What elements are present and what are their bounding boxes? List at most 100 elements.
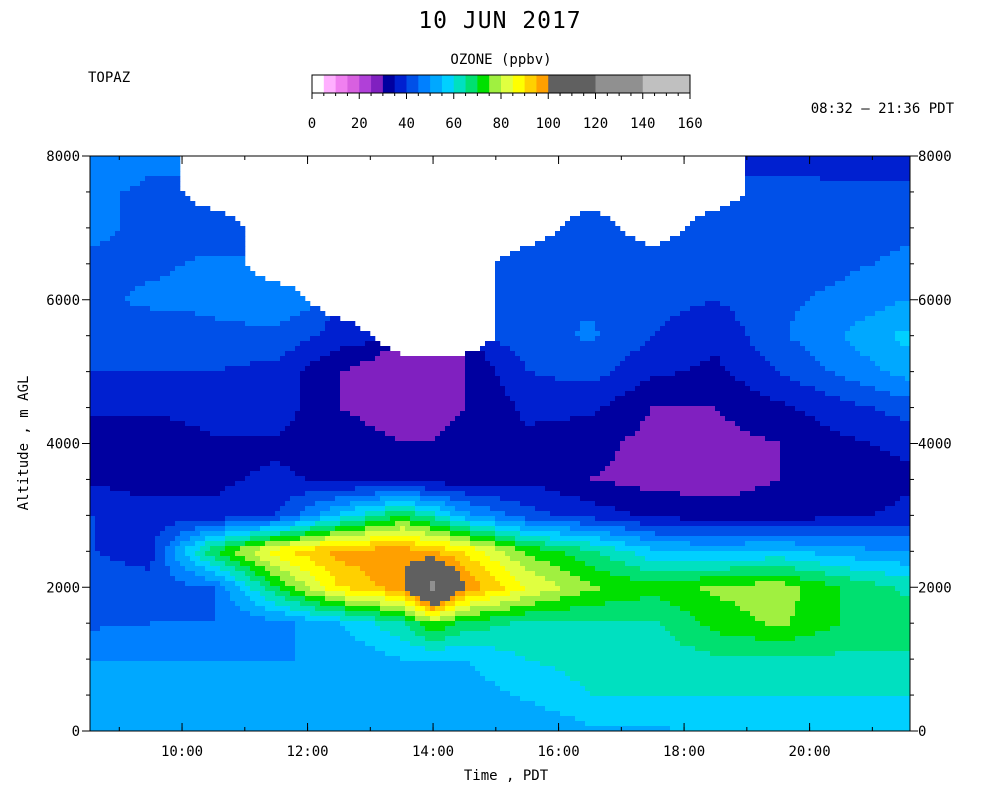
heatmap-cell bbox=[145, 216, 151, 222]
heatmap-cell bbox=[135, 666, 141, 672]
heatmap-cell bbox=[310, 616, 316, 622]
heatmap-cell bbox=[290, 616, 296, 622]
colorbar-swatch bbox=[548, 75, 596, 93]
heatmap-cell bbox=[300, 416, 306, 422]
heatmap-cell bbox=[95, 661, 101, 667]
heatmap-cell bbox=[185, 201, 191, 207]
heatmap-cell bbox=[125, 691, 131, 697]
heatmap-cell bbox=[320, 596, 326, 602]
heatmap-cell bbox=[210, 591, 216, 597]
heatmap-cell bbox=[135, 371, 141, 377]
heatmap-cell bbox=[305, 391, 311, 397]
heatmap-cell bbox=[245, 281, 251, 287]
heatmap-cell bbox=[210, 301, 216, 307]
heatmap-cell bbox=[135, 361, 141, 367]
heatmap-cell bbox=[175, 586, 181, 592]
heatmap-cell bbox=[205, 691, 211, 697]
heatmap-cell bbox=[315, 521, 321, 527]
heatmap-cell bbox=[210, 231, 216, 237]
heatmap-cell bbox=[90, 311, 96, 317]
heatmap-cell bbox=[135, 536, 141, 542]
heatmap-cell bbox=[95, 366, 101, 372]
heatmap-cell bbox=[310, 306, 316, 312]
heatmap-cell bbox=[90, 446, 96, 452]
heatmap-cell bbox=[120, 326, 126, 332]
heatmap-cell bbox=[150, 406, 156, 412]
heatmap-cell bbox=[145, 356, 151, 362]
heatmap-cell bbox=[275, 551, 281, 557]
heatmap-cell bbox=[225, 251, 231, 257]
heatmap-cell bbox=[255, 621, 261, 627]
heatmap-cell bbox=[190, 501, 196, 507]
heatmap-cell bbox=[225, 331, 231, 337]
heatmap-cell bbox=[115, 211, 121, 217]
heatmap-cell bbox=[305, 356, 311, 362]
heatmap-cell bbox=[140, 661, 146, 667]
heatmap-cell bbox=[200, 346, 206, 352]
heatmap-cell bbox=[155, 441, 161, 447]
heatmap-cell bbox=[280, 651, 286, 657]
heatmap-cell bbox=[165, 531, 171, 537]
heatmap-cell bbox=[225, 626, 231, 632]
heatmap-cell bbox=[110, 411, 116, 417]
heatmap-cell bbox=[155, 206, 161, 212]
heatmap-cell bbox=[265, 566, 271, 572]
heatmap-cell bbox=[140, 621, 146, 627]
heatmap-cell bbox=[205, 486, 211, 492]
heatmap-cell bbox=[270, 311, 276, 317]
heatmap-cell bbox=[205, 361, 211, 367]
heatmap-cell bbox=[250, 491, 256, 497]
heatmap-cell bbox=[115, 606, 121, 612]
heatmap-cell bbox=[170, 526, 176, 532]
heatmap-cell bbox=[270, 416, 276, 422]
heatmap-cell bbox=[120, 236, 126, 242]
heatmap-cell bbox=[175, 451, 181, 457]
heatmap-cell bbox=[185, 586, 191, 592]
heatmap-cell bbox=[105, 436, 111, 442]
heatmap-cell bbox=[255, 436, 261, 442]
heatmap-cell bbox=[325, 591, 331, 597]
heatmap-cell bbox=[290, 396, 296, 402]
heatmap-cell bbox=[205, 366, 211, 372]
heatmap-cell bbox=[120, 281, 126, 287]
heatmap-cell bbox=[295, 576, 301, 582]
heatmap-cell bbox=[160, 251, 166, 257]
heatmap-cell bbox=[130, 461, 136, 467]
heatmap-cell bbox=[175, 181, 181, 187]
heatmap-cell bbox=[135, 426, 141, 432]
heatmap-cell bbox=[260, 401, 266, 407]
heatmap-cell bbox=[315, 581, 321, 587]
heatmap-cell bbox=[180, 701, 186, 707]
heatmap-cell bbox=[155, 676, 161, 682]
heatmap-cell bbox=[230, 581, 236, 587]
heatmap-cell bbox=[295, 476, 301, 482]
heatmap-cell bbox=[90, 336, 96, 342]
colorbar-swatch bbox=[359, 75, 372, 93]
heatmap-cell bbox=[100, 351, 106, 357]
heatmap-cell bbox=[90, 421, 96, 427]
heatmap-cell bbox=[290, 611, 296, 617]
heatmap-cell bbox=[275, 341, 281, 347]
heatmap-cell bbox=[140, 311, 146, 317]
heatmap-cell bbox=[100, 701, 106, 707]
heatmap-cell bbox=[210, 611, 216, 617]
heatmap-cell bbox=[290, 451, 296, 457]
heatmap-cell bbox=[140, 226, 146, 232]
heatmap-cell bbox=[275, 431, 281, 437]
heatmap-cell bbox=[175, 341, 181, 347]
heatmap-cell bbox=[100, 461, 106, 467]
heatmap-cell bbox=[155, 241, 161, 247]
heatmap-cell bbox=[270, 461, 276, 467]
heatmap-cell bbox=[190, 401, 196, 407]
heatmap-cell bbox=[315, 531, 321, 537]
heatmap-cell bbox=[95, 561, 101, 567]
heatmap-cell bbox=[195, 681, 201, 687]
heatmap-cell bbox=[205, 226, 211, 232]
heatmap-cell bbox=[220, 341, 226, 347]
heatmap-cell bbox=[115, 716, 121, 722]
heatmap-cell bbox=[120, 286, 126, 292]
heatmap-cell bbox=[95, 266, 101, 272]
heatmap-cell bbox=[240, 396, 246, 402]
heatmap-cell bbox=[235, 371, 241, 377]
heatmap-cell bbox=[140, 406, 146, 412]
